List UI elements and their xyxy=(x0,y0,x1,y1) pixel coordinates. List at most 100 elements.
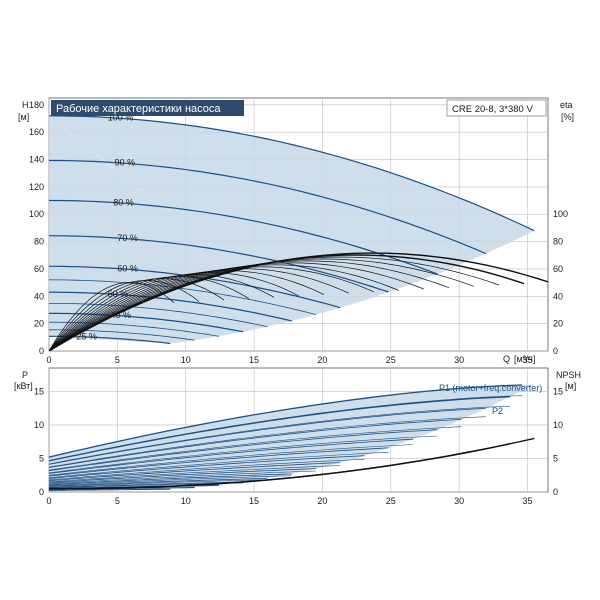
p2-curve xyxy=(49,489,171,491)
p2-curve xyxy=(49,444,414,476)
y-tick-label-eta: 20 xyxy=(553,319,563,329)
head-curve-70 xyxy=(49,235,389,293)
eta-curve xyxy=(49,262,425,351)
speed-label: 70 % xyxy=(117,233,138,243)
head-curve-90 xyxy=(49,159,487,255)
series-label-p1: P1 (motor+freq.converter) xyxy=(439,383,542,393)
head-curve-80 xyxy=(49,199,438,275)
p1-curve xyxy=(49,438,414,474)
p1-curve xyxy=(49,384,523,458)
head-curve-minor xyxy=(49,329,195,341)
speed-label: 90 % xyxy=(115,158,136,168)
speed-label: 25 % xyxy=(76,332,97,342)
x-tick-label: 25 xyxy=(386,355,396,365)
series-label-p2: P2 xyxy=(492,406,503,416)
model-label-box xyxy=(446,99,547,117)
model-label: CRE 20-8, 3*380 V xyxy=(452,104,533,115)
bottom-plot-area xyxy=(49,384,535,491)
p1-curve xyxy=(49,419,462,468)
p2-curve xyxy=(49,475,292,486)
y-tick-label-h: 0 xyxy=(39,346,44,356)
y-tick-label-p: 15 xyxy=(34,386,44,396)
speed-label: 60 % xyxy=(117,264,138,274)
y-tick-label-npsh: 10 xyxy=(553,420,563,430)
top-axis-ticks: 0 5 10 15 20 25 30 35 0 20 40 60 80 100 120 140 160 180 0 2… xyxy=(29,100,568,365)
y-tick-label-p: 10 xyxy=(34,420,44,430)
eta-curve xyxy=(49,266,375,351)
x-tick-label-bottom: 5 xyxy=(115,496,120,506)
p2-curve xyxy=(49,452,389,478)
x-tick-label: 35 xyxy=(522,355,532,365)
y-tick-label-eta: 100 xyxy=(553,209,568,219)
p2-curve xyxy=(49,465,341,483)
y-tick-label-h: 100 xyxy=(29,209,44,219)
y-tick-label-h: 20 xyxy=(34,319,44,329)
p2-curve xyxy=(49,426,462,471)
y-tick-label-npsh: 5 xyxy=(553,453,558,463)
power-band xyxy=(49,384,535,490)
head-curve-minor xyxy=(49,303,268,327)
npsh-curve xyxy=(49,437,535,490)
y-tick-label-npsh: 15 xyxy=(553,386,563,396)
p2-curve xyxy=(49,416,486,468)
x-axis-label-q: Q xyxy=(503,354,510,364)
y-tick-label-eta: 60 xyxy=(553,264,563,274)
x-axis-unit-q: [м³/ч] xyxy=(514,354,535,364)
x-tick-label: 20 xyxy=(317,355,327,365)
p1-curve xyxy=(49,447,389,477)
eta-curve xyxy=(49,278,225,351)
x-tick-label-bottom: 30 xyxy=(454,496,464,506)
p1-curve xyxy=(49,408,486,465)
p1-curve xyxy=(49,473,292,485)
y-tick-label-h: 60 xyxy=(34,264,44,274)
x-tick-label-bottom: 15 xyxy=(249,496,259,506)
eta-curve xyxy=(49,264,400,351)
y-tick-label-h: 140 xyxy=(29,155,44,165)
speed-label: 100 % xyxy=(108,112,134,122)
p2-curve xyxy=(49,435,438,474)
x-tick-label-bottom: 0 xyxy=(46,496,51,506)
x-tick-label: 15 xyxy=(249,355,259,365)
p1-curve xyxy=(49,462,341,482)
y-axis-unit-p: [кВт] xyxy=(14,381,33,391)
x-tick-label-bottom: 35 xyxy=(522,496,532,506)
p1-curve xyxy=(49,429,438,472)
y-tick-label-npsh: 0 xyxy=(553,487,558,497)
p1-curve xyxy=(49,477,268,487)
p1-curve xyxy=(49,455,365,479)
y-axis-label-npsh: NPSH xyxy=(556,370,581,380)
x-tick-label-bottom: 20 xyxy=(317,496,327,506)
head-curve-minor xyxy=(49,313,244,333)
p2-curve xyxy=(49,487,195,491)
p2-curve xyxy=(49,406,511,465)
y-tick-label-eta: 0 xyxy=(553,346,558,356)
top-plot-area xyxy=(49,115,548,351)
p2-curve xyxy=(49,479,268,487)
y-tick-label-h: 40 xyxy=(34,291,44,301)
y-tick-label-h: 160 xyxy=(29,127,44,137)
chart-title: Рабочие характеристики насоса xyxy=(56,103,221,115)
eta-curve xyxy=(49,274,275,351)
p1-curve xyxy=(49,468,316,483)
x-tick-label: 5 xyxy=(115,355,120,365)
y-tick-label-eta: 80 xyxy=(553,237,563,247)
p2-curve xyxy=(49,470,316,484)
x-tick-label: 10 xyxy=(181,355,191,365)
p2-curve xyxy=(49,395,523,461)
x-tick-label: 0 xyxy=(46,355,51,365)
y-axis-label-eta: eta xyxy=(560,100,573,110)
y-axis-unit-eta: [%] xyxy=(561,112,574,122)
y-axis-label-h: H xyxy=(22,100,29,110)
chart-title-box xyxy=(51,100,244,116)
speed-label: 50 % xyxy=(108,289,129,299)
top-speed-labels: 100 % 90 % 80 % 70 % 60 % 50 % 40 % 25 % xyxy=(76,112,138,341)
y-tick-label-p: 0 xyxy=(39,487,44,497)
bottom-axis-ticks: 0 5 10 15 20 25 30 35 0 5 10 15 0 5 10 15 xyxy=(34,386,563,506)
y-tick-label-h: 120 xyxy=(29,182,44,192)
head-curve-minor xyxy=(49,321,219,337)
speed-label: 40 % xyxy=(111,310,132,320)
y-tick-label-h: 180 xyxy=(29,100,44,110)
p1-curve xyxy=(49,396,511,462)
p1-curve xyxy=(49,481,244,488)
